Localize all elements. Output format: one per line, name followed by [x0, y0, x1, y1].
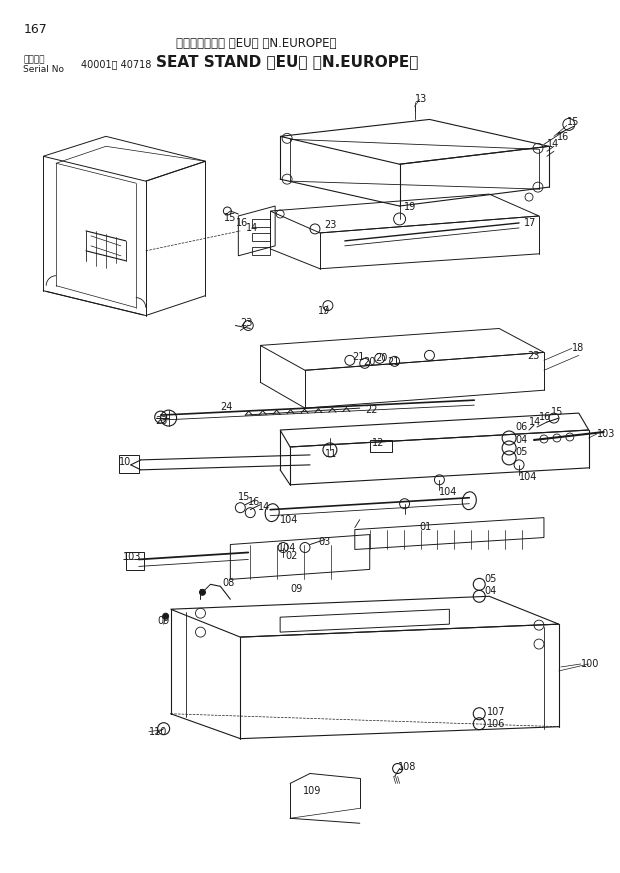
Text: 109: 109 [303, 787, 321, 796]
Text: 103: 103 [123, 553, 141, 562]
Text: 03: 03 [318, 537, 330, 546]
Text: 04: 04 [515, 435, 528, 445]
Bar [119, 455, 139, 473]
Text: 104: 104 [440, 487, 458, 497]
Text: 40001～ 40718: 40001～ 40718 [81, 58, 151, 69]
Text: 適用号機: 適用号機 [24, 55, 45, 65]
Text: 14: 14 [529, 417, 541, 427]
Text: 16: 16 [539, 412, 551, 422]
Text: 16: 16 [557, 133, 569, 142]
Text: 15: 15 [567, 117, 579, 127]
Text: 108: 108 [397, 761, 416, 772]
Text: 01: 01 [420, 521, 432, 532]
Text: 14: 14 [547, 140, 559, 149]
Text: 15: 15 [551, 407, 564, 417]
Text: 110: 110 [149, 726, 167, 737]
Bar [252, 219, 270, 227]
Text: 09: 09 [157, 616, 170, 626]
Text: 23: 23 [527, 351, 539, 361]
Text: 22: 22 [365, 405, 377, 416]
Text: 04: 04 [484, 587, 497, 596]
Text: 18: 18 [572, 343, 584, 354]
Text: 10: 10 [119, 457, 131, 467]
Bar [252, 233, 270, 241]
Text: 20: 20 [363, 357, 375, 368]
Text: 104: 104 [519, 471, 538, 482]
Text: 104: 104 [280, 514, 298, 525]
Text: 23: 23 [324, 220, 336, 230]
Text: 15: 15 [238, 491, 250, 502]
Text: 08: 08 [223, 578, 234, 588]
Circle shape [200, 589, 205, 595]
Bar [370, 440, 392, 452]
Text: 06: 06 [515, 422, 528, 432]
Text: 14: 14 [246, 223, 259, 233]
Text: 106: 106 [487, 718, 505, 729]
Text: 16: 16 [236, 218, 249, 228]
Text: 19: 19 [404, 202, 416, 212]
Text: 05: 05 [484, 574, 497, 584]
Text: 19: 19 [318, 306, 330, 315]
Bar [252, 247, 270, 255]
Text: 24: 24 [220, 402, 232, 412]
Text: 11: 11 [325, 449, 337, 459]
Circle shape [162, 613, 169, 619]
Text: 23: 23 [156, 416, 168, 426]
Text: 17: 17 [524, 218, 536, 228]
Text: 02: 02 [285, 552, 298, 561]
Text: 14: 14 [259, 502, 270, 512]
Text: 09: 09 [290, 584, 303, 595]
Bar [126, 553, 144, 570]
Text: 103: 103 [596, 429, 615, 439]
Text: 21: 21 [388, 357, 400, 368]
Text: 107: 107 [487, 707, 506, 717]
Text: 20: 20 [376, 354, 388, 363]
Text: 21: 21 [352, 353, 364, 362]
Text: 05: 05 [515, 447, 528, 457]
Text: 16: 16 [248, 497, 260, 506]
Text: SEAT STAND ＜EU＞ ＜N.EUROPE＞: SEAT STAND ＜EU＞ ＜N.EUROPE＞ [156, 54, 418, 69]
Text: 13: 13 [415, 93, 427, 104]
Text: 15: 15 [224, 213, 237, 223]
Text: 23: 23 [241, 318, 253, 327]
Text: 100: 100 [581, 659, 599, 669]
Text: シートスタンド ＜EU＞ ＜N.EUROPE＞: シートスタンド ＜EU＞ ＜N.EUROPE＞ [175, 38, 336, 51]
Text: 167: 167 [24, 24, 47, 37]
Text: 12: 12 [372, 438, 384, 448]
Text: Serial No: Serial No [24, 65, 64, 74]
Text: 104: 104 [278, 542, 296, 553]
